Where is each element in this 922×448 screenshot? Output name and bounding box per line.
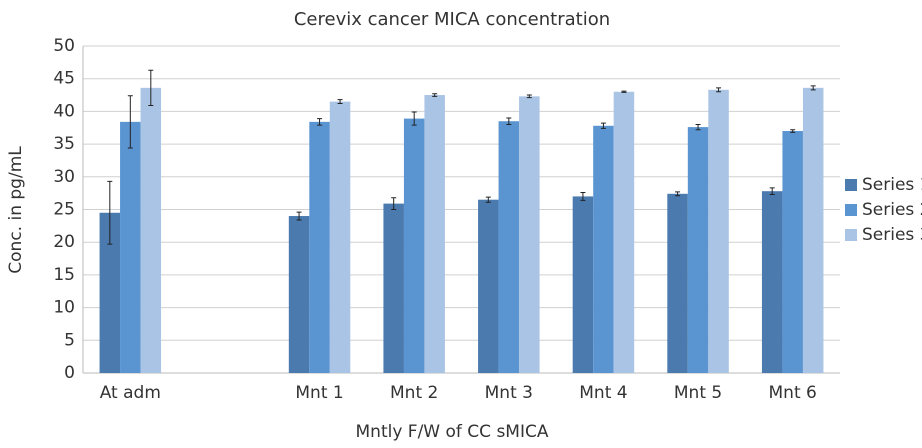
y-tick-label: 30 xyxy=(53,167,75,187)
legend-label: Series 2 xyxy=(862,200,922,220)
bar xyxy=(120,121,141,373)
x-tick-label: Mnt 1 xyxy=(295,383,343,403)
x-tick-label: Mnt 5 xyxy=(674,383,722,403)
bar xyxy=(613,91,635,373)
error-bar xyxy=(148,69,154,107)
bar xyxy=(403,118,425,374)
y-tick-label: 50 xyxy=(53,36,75,56)
bar xyxy=(572,196,594,373)
legend-swatch xyxy=(845,229,857,241)
error-bar xyxy=(485,196,491,203)
y-axis-title: Conc. in pg/mL xyxy=(6,146,26,274)
legend-swatch xyxy=(845,179,857,191)
error-bar xyxy=(432,93,438,97)
y-tick-label: 45 xyxy=(53,69,75,89)
error-bar xyxy=(580,191,586,201)
error-bar xyxy=(675,191,681,197)
error-bar xyxy=(391,197,397,210)
error-bar xyxy=(716,87,722,93)
error-bar xyxy=(337,99,343,105)
y-tick-label: 5 xyxy=(64,330,75,350)
bar xyxy=(667,193,688,373)
bar xyxy=(782,131,803,373)
bar xyxy=(761,191,783,373)
y-tick-label: 25 xyxy=(53,200,75,220)
bar xyxy=(498,121,520,374)
x-tick-label: Mnt 6 xyxy=(769,383,817,403)
error-bar xyxy=(107,180,113,245)
bar xyxy=(99,212,121,373)
error-bar xyxy=(600,122,606,129)
x-axis-title: Mntly F/W of CC sMICA xyxy=(356,422,549,442)
bar xyxy=(708,89,729,374)
x-tick-label: At adm xyxy=(100,383,161,403)
error-bar xyxy=(506,117,512,125)
error-bar xyxy=(790,129,796,133)
y-tick-label: 0 xyxy=(64,363,75,383)
chart-title: Cerevix cancer MICA concentration xyxy=(294,9,610,30)
bar xyxy=(519,96,540,373)
bar xyxy=(309,121,330,373)
bar xyxy=(687,127,709,373)
bar xyxy=(478,199,499,373)
bar xyxy=(140,87,162,373)
x-tick-label: Mnt 4 xyxy=(579,383,627,403)
error-bar xyxy=(621,90,627,93)
x-tick-label: Mnt 2 xyxy=(390,383,438,403)
error-bar xyxy=(317,118,323,126)
y-tick-label: 40 xyxy=(53,101,75,121)
bar xyxy=(802,87,824,373)
bar xyxy=(424,95,445,374)
error-bar xyxy=(296,211,302,221)
error-bar xyxy=(769,187,775,195)
y-tick-label: 10 xyxy=(53,298,75,318)
bar xyxy=(383,203,404,373)
bar xyxy=(329,101,351,373)
y-tick-label: 15 xyxy=(53,265,75,285)
error-bar xyxy=(127,95,133,149)
bar xyxy=(288,216,310,373)
error-bar xyxy=(695,123,701,131)
legend-label: Series 3 xyxy=(862,225,922,245)
error-bar xyxy=(411,111,417,126)
error-bar xyxy=(526,94,532,99)
bar xyxy=(593,125,614,374)
x-tick-label: Mnt 3 xyxy=(485,383,533,403)
legend-swatch xyxy=(845,204,857,216)
legend-label: Series 1 xyxy=(862,175,922,195)
y-tick-label: 35 xyxy=(53,134,75,154)
y-tick-label: 20 xyxy=(53,232,75,252)
error-bar xyxy=(810,85,816,91)
